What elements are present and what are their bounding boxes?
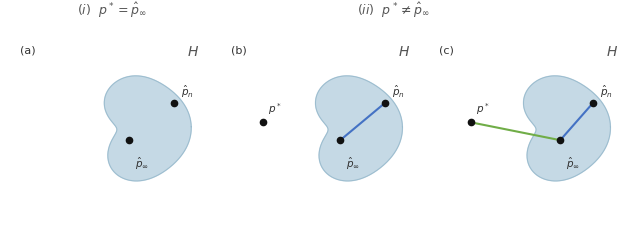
Text: $\hat{p}_\infty$: $\hat{p}_\infty$ bbox=[134, 155, 148, 172]
Text: (b): (b) bbox=[231, 45, 246, 55]
Text: $p^*$: $p^*$ bbox=[476, 101, 490, 117]
Text: $(i)\ \ p^* = \hat{p}_\infty$: $(i)\ \ p^* = \hat{p}_\infty$ bbox=[77, 1, 147, 20]
Text: $H$: $H$ bbox=[187, 45, 199, 59]
Text: $p^*$: $p^*$ bbox=[268, 101, 282, 117]
Text: $\hat{p}_n$: $\hat{p}_n$ bbox=[600, 84, 613, 100]
Text: $H$: $H$ bbox=[398, 45, 410, 59]
Text: (a): (a) bbox=[20, 45, 35, 55]
Text: $\hat{p}_n$: $\hat{p}_n$ bbox=[392, 84, 405, 100]
Text: $\hat{p}_n$: $\hat{p}_n$ bbox=[181, 84, 194, 100]
Text: $\hat{p}_\infty$: $\hat{p}_\infty$ bbox=[566, 155, 580, 172]
Polygon shape bbox=[104, 76, 191, 181]
Text: $H$: $H$ bbox=[606, 45, 618, 59]
Text: $\hat{p}_\infty$: $\hat{p}_\infty$ bbox=[346, 155, 360, 172]
Polygon shape bbox=[316, 76, 403, 181]
Text: $(ii)\ \ p^* \neq \hat{p}_\infty$: $(ii)\ \ p^* \neq \hat{p}_\infty$ bbox=[357, 1, 430, 20]
Text: (c): (c) bbox=[439, 45, 454, 55]
Polygon shape bbox=[524, 76, 611, 181]
